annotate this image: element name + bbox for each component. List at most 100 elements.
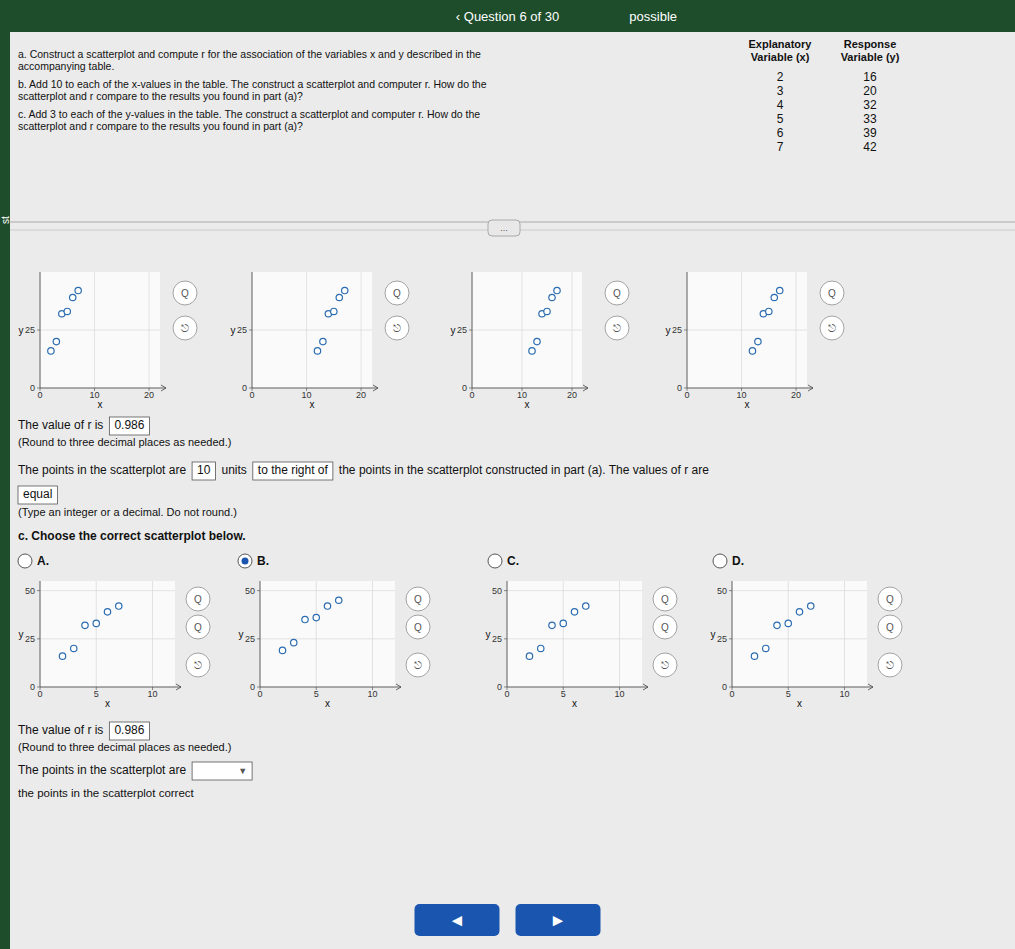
- answer-value[interactable]: equal: [23, 487, 52, 501]
- table-header: ExplanatoryVariable (x): [749, 38, 813, 63]
- x-axis-arrow: [176, 684, 181, 690]
- icon-button[interactable]: [385, 281, 409, 305]
- tick-label: 20: [791, 390, 801, 400]
- icon-button[interactable]: [653, 587, 677, 611]
- radio-button[interactable]: [713, 554, 727, 568]
- tick: [257, 687, 260, 688]
- answer-box[interactable]: [253, 462, 333, 480]
- icon-label[interactable]: Q: [194, 622, 202, 633]
- icon-label[interactable]: Q: [414, 622, 422, 633]
- icon-button[interactable]: [186, 615, 210, 639]
- tick-label: 10: [614, 689, 624, 699]
- icon-label[interactable]: Q: [393, 288, 401, 299]
- tick-label: 50: [717, 586, 727, 596]
- icon-button[interactable]: [820, 316, 844, 340]
- icon-label[interactable]: ⎋: [414, 660, 422, 671]
- radio-button[interactable]: [238, 554, 252, 568]
- dropdown-arrow[interactable]: ▼: [238, 766, 247, 776]
- radio-button[interactable]: [18, 554, 32, 568]
- icon-button[interactable]: [820, 281, 844, 305]
- answer-box[interactable]: [109, 722, 149, 740]
- answer-text: the points in the scatterplot correct: [18, 787, 195, 799]
- tick-label: 25: [717, 634, 727, 644]
- icon-button[interactable]: [653, 653, 677, 677]
- radio-button[interactable]: [488, 554, 502, 568]
- collapse-button[interactable]: [488, 220, 520, 236]
- icon-button[interactable]: [406, 587, 430, 611]
- icon-label[interactable]: Q: [886, 622, 894, 633]
- icon-label[interactable]: Q: [414, 594, 422, 605]
- point: [291, 639, 297, 645]
- question-nav[interactable]: ‹ Question 6 of 30: [456, 9, 559, 24]
- answer-value[interactable]: to the right of: [258, 463, 329, 477]
- problem-text: scatterplot and r compare to the results…: [18, 90, 303, 102]
- icon-label[interactable]: Q: [613, 288, 621, 299]
- tick: [684, 388, 687, 389]
- answer-box[interactable]: [192, 462, 215, 480]
- icon-button[interactable]: [878, 653, 902, 677]
- icon-button[interactable]: [173, 316, 197, 340]
- tick-label: 50: [245, 586, 255, 596]
- point: [749, 348, 755, 354]
- icon-label[interactable]: Q: [886, 594, 894, 605]
- icon-button[interactable]: [406, 653, 430, 677]
- icon-label[interactable]: ⎋: [661, 660, 669, 671]
- problem-text: scatterplot and r compare to the results…: [18, 120, 303, 132]
- table-cell: 16: [863, 70, 877, 84]
- grid-line: [316, 581, 317, 687]
- icon-label[interactable]: ⎋: [886, 660, 894, 671]
- grid-line: [732, 590, 867, 591]
- tick-label: 20: [567, 390, 577, 400]
- nav-button[interactable]: [516, 904, 601, 936]
- grid-line: [40, 638, 175, 639]
- answer-value[interactable]: 10: [197, 463, 211, 477]
- table-cell: 6: [777, 126, 784, 140]
- y-axis: [40, 581, 41, 687]
- point: [302, 616, 308, 622]
- answer-box[interactable]: [18, 486, 57, 504]
- y-axis-label: y: [666, 325, 671, 336]
- answer-value[interactable]: 0.986: [114, 418, 144, 432]
- option-label: C.: [507, 554, 519, 568]
- point: [116, 603, 122, 609]
- icon-label[interactable]: Q: [661, 594, 669, 605]
- icon-label[interactable]: ⎋: [828, 323, 836, 334]
- answer-value[interactable]: 0.986: [114, 723, 144, 737]
- point: [53, 338, 59, 344]
- icon-label[interactable]: ⎋: [194, 660, 202, 671]
- part-header: c. Choose the correct scatterplot below.: [18, 529, 246, 543]
- icon-button[interactable]: [605, 281, 629, 305]
- icon-button[interactable]: [605, 316, 629, 340]
- icon-label[interactable]: Q: [181, 288, 189, 299]
- point: [324, 603, 330, 609]
- grid-line: [687, 330, 807, 331]
- icon-label[interactable]: Q: [828, 288, 836, 299]
- icon-label[interactable]: ⎋: [181, 323, 189, 334]
- nav-label[interactable]: ►: [550, 911, 567, 930]
- answer-box[interactable]: [109, 417, 149, 435]
- icon-button[interactable]: [385, 316, 409, 340]
- icon-button[interactable]: [878, 587, 902, 611]
- icon-label[interactable]: ⎋: [393, 323, 401, 334]
- icon-button[interactable]: [173, 281, 197, 305]
- tick-label: 5: [94, 689, 99, 699]
- icon-label[interactable]: Q: [661, 622, 669, 633]
- collapse-label[interactable]: ...: [500, 223, 508, 233]
- point: [538, 645, 544, 651]
- icon-button[interactable]: [878, 615, 902, 639]
- nav-label[interactable]: ◄: [449, 911, 466, 930]
- grid-line: [260, 590, 395, 591]
- icon-button[interactable]: [406, 615, 430, 639]
- icon-button[interactable]: [186, 653, 210, 677]
- tick-label: 0: [250, 682, 255, 692]
- x-axis: [40, 388, 166, 389]
- icon-label[interactable]: ⎋: [613, 323, 621, 334]
- icon-button[interactable]: [653, 615, 677, 639]
- icon-button[interactable]: [186, 587, 210, 611]
- nav-button[interactable]: [415, 904, 500, 936]
- point: [64, 308, 70, 314]
- dropdown[interactable]: [192, 762, 252, 780]
- radio-selected[interactable]: [242, 558, 249, 565]
- tick-label: 0: [37, 390, 42, 400]
- icon-label[interactable]: Q: [194, 594, 202, 605]
